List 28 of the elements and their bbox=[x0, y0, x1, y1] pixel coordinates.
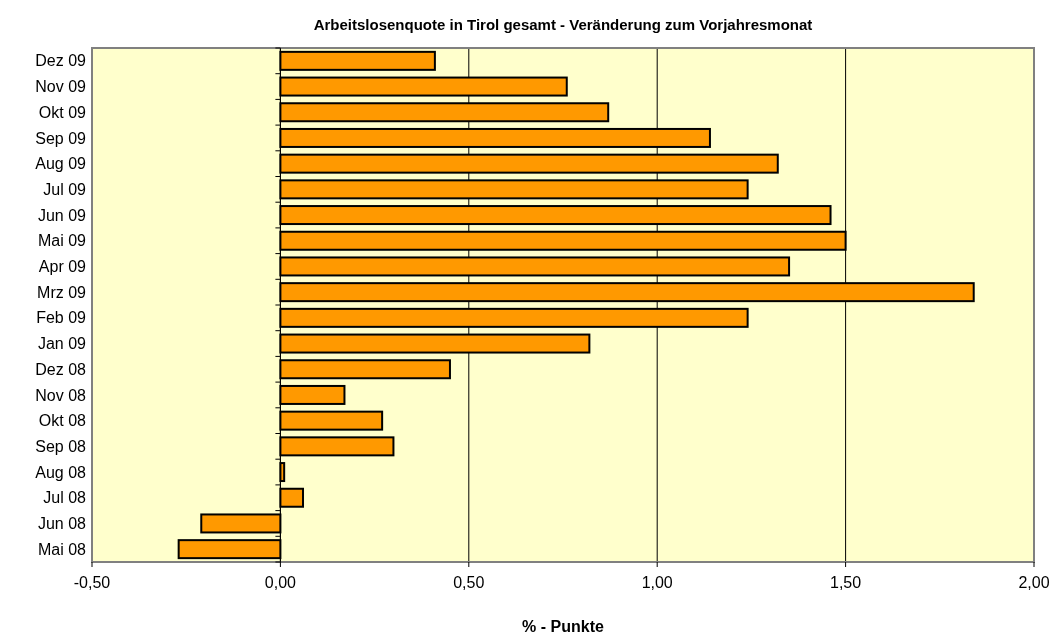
x-tick-label: 1,50 bbox=[830, 574, 862, 591]
x-tick-label: 1,00 bbox=[641, 574, 673, 591]
x-tick-label: 0,00 bbox=[264, 574, 297, 591]
y-tick-label: Sep 08 bbox=[35, 437, 87, 455]
y-tick-label: Mrz 09 bbox=[37, 283, 87, 301]
y-tick-label: Jul 09 bbox=[43, 180, 87, 198]
y-tick-label: Jul 08 bbox=[43, 489, 87, 507]
x-tick-label: -0,50 bbox=[73, 574, 111, 591]
y-tick-label: Jun 09 bbox=[37, 206, 87, 224]
y-tick-label: Aug 08 bbox=[35, 463, 87, 481]
x-tick-label: 0,50 bbox=[453, 574, 485, 591]
x-axis-title: % - Punkte bbox=[522, 618, 604, 635]
y-tick-label: Dez 09 bbox=[35, 52, 87, 70]
y-tick-label: Nov 09 bbox=[35, 78, 87, 96]
chart-title: Arbeitslosenquote in Tirol gesamt - Veränderung zum Vorjahresmonat bbox=[313, 16, 813, 33]
y-tick-label: Mai 08 bbox=[37, 540, 87, 558]
y-tick-label: Aug 09 bbox=[35, 155, 87, 173]
y-tick-label: Apr 09 bbox=[38, 258, 87, 276]
y-tick-label: Mai 09 bbox=[37, 232, 87, 250]
y-tick-label: Dez 08 bbox=[35, 360, 87, 378]
x-tick-label: 2,00 bbox=[1018, 574, 1050, 591]
y-tick-label: Sep 09 bbox=[35, 129, 87, 147]
y-tick-label: Okt 09 bbox=[38, 103, 87, 121]
y-tick-label: Nov 08 bbox=[35, 386, 87, 404]
y-tick-label: Jan 09 bbox=[37, 335, 87, 353]
y-tick-label: Feb 09 bbox=[36, 309, 87, 327]
y-tick-label: Jun 08 bbox=[37, 515, 87, 533]
y-tick-label: Okt 08 bbox=[38, 412, 87, 430]
